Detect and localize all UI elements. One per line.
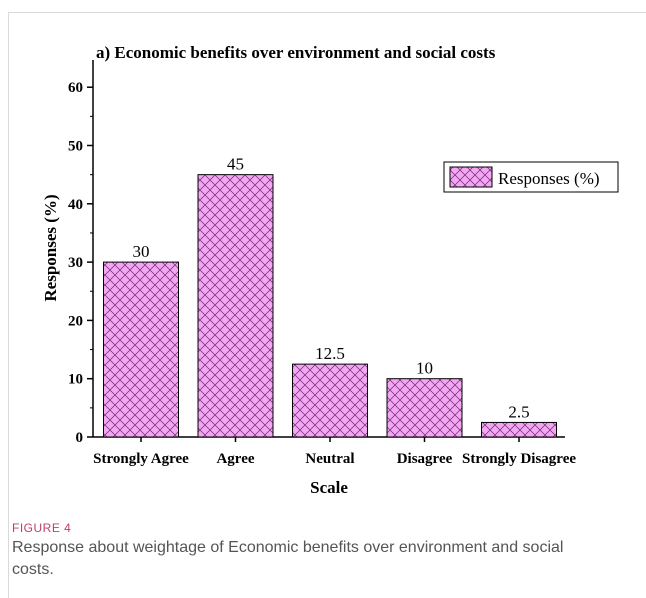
y-tick-label: 60 [68, 80, 83, 96]
data-label: 2.5 [508, 402, 529, 421]
chart-title: a) Economic benefits over environment an… [96, 43, 496, 62]
bar-strongly-agree [103, 261, 179, 438]
y-tick-label: 20 [68, 313, 83, 329]
bar-chart: a) Economic benefits over environment an… [41, 43, 619, 497]
bar-disagree [386, 378, 463, 438]
y-tick-label: 40 [68, 197, 83, 213]
bar-agree [197, 174, 274, 438]
x-tick-label: Agree [216, 451, 254, 467]
y-tick-label: 30 [68, 255, 83, 271]
y-tick-label: 50 [68, 139, 83, 155]
x-tick-label: Strongly Agree [93, 451, 189, 467]
x-tick-label: Neutral [305, 451, 354, 467]
bar-strongly-disagree [481, 421, 557, 438]
y-tick-label: 10 [68, 372, 83, 388]
x-tick-label: Disagree [397, 451, 453, 467]
x-ticks: Strongly Agree Agree Neutral Disagree Strong… [93, 437, 576, 467]
bar-neutral [292, 363, 368, 438]
x-axis-label: Scale [310, 478, 348, 497]
data-label: 10 [416, 359, 433, 378]
left-divider [8, 12, 9, 598]
legend-swatch [449, 166, 493, 188]
figure-caption: Response about weightage of Economic ben… [12, 539, 564, 578]
bars: 30 45 12.5 10 2.5 [103, 155, 557, 438]
data-label: 45 [227, 155, 244, 174]
y-tick-label: 0 [76, 430, 84, 446]
figure-label: FIGURE 4 [12, 521, 72, 535]
y-axis-label: Responses (%) [41, 194, 60, 301]
top-divider [8, 12, 646, 13]
data-label: 12.5 [315, 344, 345, 363]
x-tick-label: Strongly Disagree [462, 451, 576, 467]
y-ticks: 0 10 20 30 40 50 60 [68, 80, 93, 446]
legend-label: Responses (%) [498, 169, 600, 188]
legend: Responses (%) [443, 161, 619, 193]
data-label: 30 [133, 242, 150, 261]
